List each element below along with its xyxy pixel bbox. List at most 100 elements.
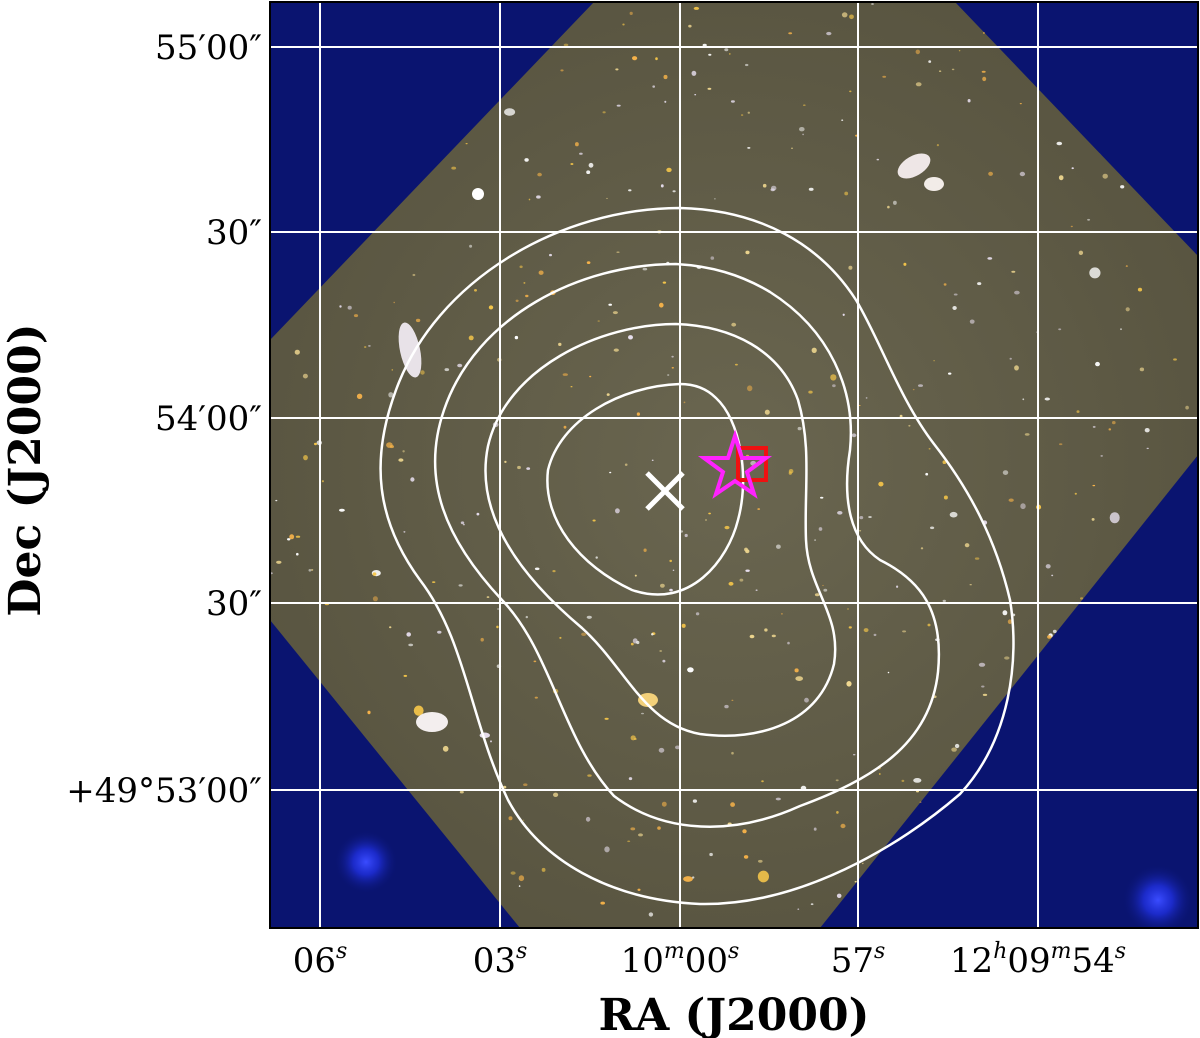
galaxy-dot	[627, 840, 631, 843]
galaxy-dot	[525, 294, 529, 298]
galaxy-dot	[691, 70, 697, 76]
galaxy-dot	[832, 384, 836, 388]
galaxy-dot	[310, 569, 314, 571]
galaxy-dot	[616, 104, 621, 107]
galaxy-dot	[901, 779, 905, 783]
contour-level-3	[484, 322, 837, 737]
galaxy-dot	[541, 867, 546, 872]
galaxy-dot	[804, 697, 809, 703]
galaxy-dot	[364, 346, 367, 348]
galaxy-dot	[982, 693, 988, 697]
galaxy-dot	[858, 405, 861, 406]
galaxy-dot	[389, 445, 394, 449]
galaxy-dot	[630, 827, 636, 831]
galaxy-mid-bottom	[638, 693, 658, 707]
galaxy-dot	[528, 198, 531, 201]
galaxy-dot	[964, 543, 970, 548]
galaxy-dot	[771, 634, 776, 638]
galaxy-dot	[587, 774, 592, 777]
galaxy-dot	[606, 393, 610, 396]
galaxy-dot	[1007, 619, 1013, 624]
galaxy-dot	[1014, 365, 1019, 371]
galaxy-dot	[830, 374, 837, 381]
galaxy-dot	[518, 875, 525, 882]
galaxy-dot	[1059, 443, 1063, 446]
galaxy-dot	[791, 147, 793, 149]
galaxy-dot	[508, 816, 513, 821]
galaxy-dot	[893, 200, 897, 205]
galaxy-dot	[393, 301, 396, 304]
galaxy-dot	[826, 31, 832, 36]
galaxy-dot	[658, 747, 665, 753]
galaxy-dot	[648, 912, 654, 917]
galaxy-dot	[664, 100, 667, 103]
galaxy-dot	[534, 567, 540, 571]
galaxy-dot	[669, 588, 673, 592]
galaxy-dot	[519, 265, 523, 269]
contours	[379, 206, 1015, 906]
galaxy-dot	[402, 450, 405, 453]
galaxy-dot	[799, 127, 805, 132]
dec-tick-53-30: 30″	[206, 584, 262, 624]
galaxy-dot	[1080, 597, 1084, 600]
galaxy-dot	[836, 811, 839, 814]
galaxy-dot	[683, 401, 686, 404]
image-panel	[270, 2, 1198, 928]
galaxy-dot	[1014, 290, 1020, 295]
galaxies-layer	[270, 3, 1189, 917]
galaxy-dot	[1125, 265, 1128, 267]
galaxy-dot	[776, 544, 781, 549]
galaxy-dot	[863, 628, 869, 633]
galaxy-dot	[403, 531, 406, 533]
dec-tick-labels: 55′00″ 30″ 54′00″ 30″ +49°53′00″	[66, 28, 262, 811]
galaxy-dot	[810, 903, 814, 906]
galaxy-dot	[389, 626, 392, 629]
galaxy-dot	[613, 348, 619, 352]
galaxy-dot	[412, 273, 416, 277]
galaxy-dot	[681, 623, 686, 628]
galaxy-dot	[1125, 307, 1130, 312]
galaxy-dot	[747, 385, 753, 392]
galaxy-dot	[552, 570, 556, 573]
galaxy-dot	[846, 681, 852, 687]
galaxy-dot	[764, 409, 770, 415]
galaxy-dot	[1008, 498, 1014, 502]
galaxy-dot	[514, 335, 519, 340]
galaxy-dot	[388, 392, 394, 398]
galaxy-dot	[761, 780, 764, 783]
plot-frame	[269, 1, 1199, 929]
galaxy-dot	[321, 480, 324, 483]
galaxy-dot	[692, 799, 698, 803]
galaxy-dot	[930, 526, 935, 530]
galaxy-dot	[758, 859, 763, 863]
galaxy-dot	[287, 538, 291, 541]
galaxy-dot	[978, 662, 986, 667]
galaxy-dot	[523, 282, 526, 284]
galaxy-dot	[987, 257, 993, 260]
galaxy-dot	[523, 783, 528, 786]
galaxy-dot	[749, 634, 755, 639]
galaxy-dot	[633, 738, 637, 740]
galaxy-dot	[517, 465, 521, 470]
galaxy-dot	[659, 302, 664, 308]
galaxy-dot	[553, 792, 559, 797]
star-marker	[697, 429, 773, 499]
galaxy-dot	[820, 496, 824, 499]
galaxy-dot	[1002, 610, 1008, 616]
galaxy-dot	[847, 608, 849, 610]
galaxy-dot	[672, 569, 675, 571]
galaxy-dot	[657, 826, 661, 830]
galaxy-dot	[771, 185, 777, 191]
galaxy-dot	[981, 685, 985, 688]
galaxy-dot	[687, 667, 694, 673]
galaxy-dot	[953, 293, 958, 296]
ra-tick-57: 57s	[831, 939, 886, 981]
galaxy-dot	[1087, 218, 1091, 221]
galaxy-dot	[915, 82, 922, 87]
galaxy-dot	[606, 197, 608, 199]
galaxy-dot	[731, 751, 734, 755]
dec-tick-54-30: 30″	[206, 213, 262, 253]
galaxy-dot	[757, 508, 761, 510]
galaxy-dot	[538, 270, 544, 275]
galaxy-dot	[615, 68, 619, 71]
